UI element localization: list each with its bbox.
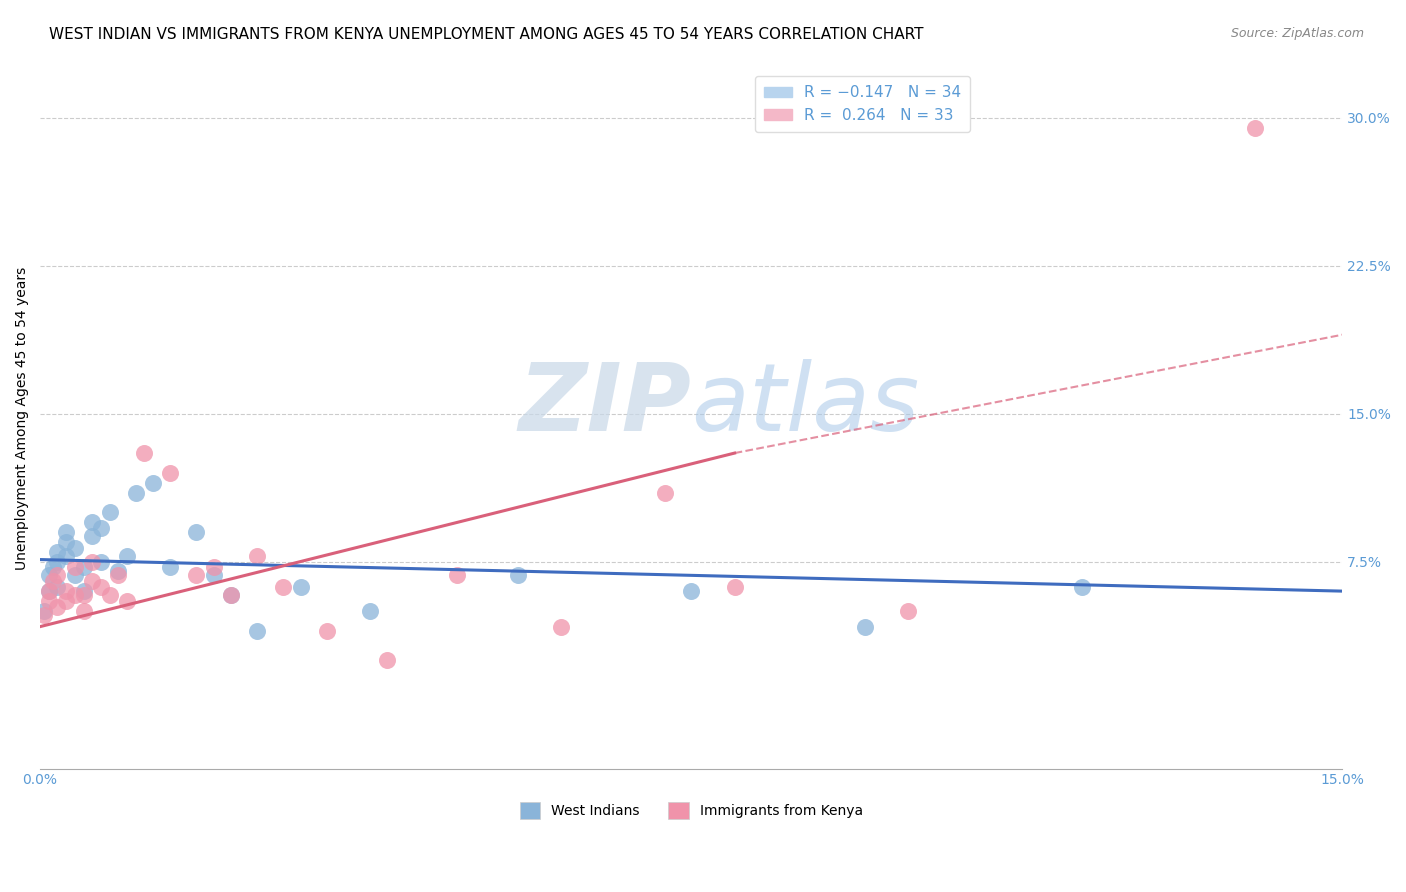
Point — [72, 560, 94, 574]
Point — [506, 568, 529, 582]
Point — [115, 549, 138, 563]
Point — [186, 524, 208, 539]
Point — [159, 560, 181, 574]
Point — [681, 584, 703, 599]
Point — [38, 584, 60, 599]
Point — [55, 594, 77, 608]
Point — [90, 580, 112, 594]
Point — [107, 568, 129, 582]
Point — [202, 568, 225, 582]
Text: WEST INDIAN VS IMMIGRANTS FROM KENYA UNEMPLOYMENT AMONG AGES 45 TO 54 YEARS CORR: WEST INDIAN VS IMMIGRANTS FROM KENYA UNE… — [49, 27, 924, 42]
Point — [42, 574, 65, 589]
Point — [1244, 120, 1267, 135]
Point — [63, 568, 86, 582]
Point — [375, 653, 398, 667]
Point — [46, 599, 69, 614]
Point — [38, 594, 60, 608]
Legend: West Indians, Immigrants from Kenya: West Indians, Immigrants from Kenya — [515, 797, 869, 825]
Point — [142, 475, 165, 490]
Text: atlas: atlas — [692, 359, 920, 450]
Point — [46, 544, 69, 558]
Point — [82, 574, 104, 589]
Point — [202, 560, 225, 574]
Point — [34, 607, 56, 622]
Point — [72, 584, 94, 599]
Point — [271, 580, 294, 594]
Point — [55, 584, 77, 599]
Point — [63, 588, 86, 602]
Point — [90, 521, 112, 535]
Point — [1070, 580, 1092, 594]
Point — [246, 549, 269, 563]
Point — [315, 624, 337, 638]
Point — [38, 584, 60, 599]
Point — [63, 560, 86, 574]
Point — [46, 580, 69, 594]
Point — [42, 560, 65, 574]
Point — [34, 604, 56, 618]
Point — [897, 604, 920, 618]
Point — [46, 555, 69, 569]
Point — [107, 565, 129, 579]
Point — [63, 541, 86, 555]
Point — [853, 619, 876, 633]
Y-axis label: Unemployment Among Ages 45 to 54 years: Unemployment Among Ages 45 to 54 years — [15, 267, 30, 570]
Point — [82, 515, 104, 529]
Point — [38, 568, 60, 582]
Point — [72, 604, 94, 618]
Text: Source: ZipAtlas.com: Source: ZipAtlas.com — [1230, 27, 1364, 40]
Point — [446, 568, 468, 582]
Point — [219, 588, 242, 602]
Point — [246, 624, 269, 638]
Point — [55, 524, 77, 539]
Point — [115, 594, 138, 608]
Point — [98, 588, 121, 602]
Point — [134, 446, 156, 460]
Point — [359, 604, 381, 618]
Point — [46, 568, 69, 582]
Text: ZIP: ZIP — [519, 359, 692, 450]
Point — [654, 485, 676, 500]
Point — [55, 534, 77, 549]
Point — [723, 580, 745, 594]
Point — [290, 580, 312, 594]
Point — [72, 588, 94, 602]
Point — [186, 568, 208, 582]
Point — [550, 619, 572, 633]
Point — [82, 555, 104, 569]
Point — [159, 466, 181, 480]
Point — [82, 529, 104, 543]
Point — [98, 505, 121, 519]
Point — [90, 555, 112, 569]
Point — [124, 485, 146, 500]
Point — [55, 549, 77, 563]
Point — [219, 588, 242, 602]
